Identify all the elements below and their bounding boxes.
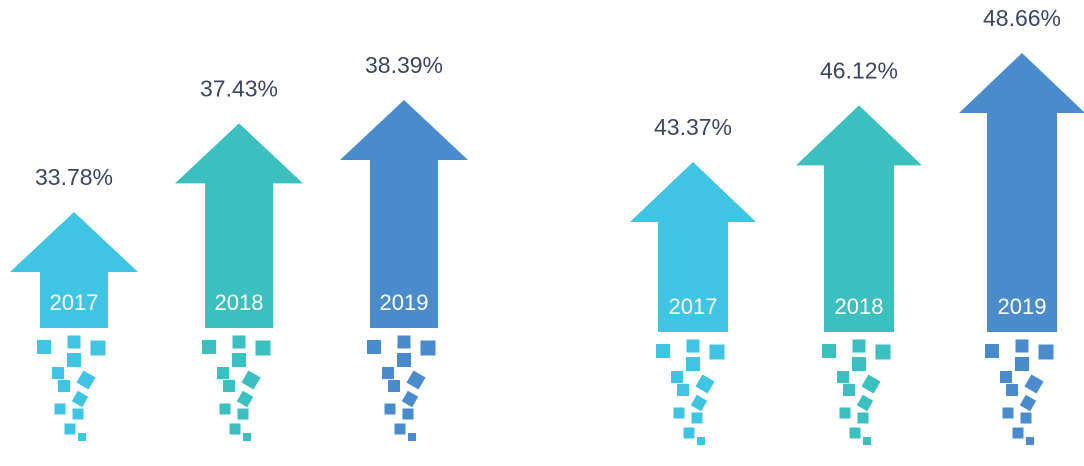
decor-square [54,403,66,415]
decor-square [202,340,216,354]
decor-square [686,339,700,353]
decor-square [388,380,400,392]
decor-square [843,384,855,396]
decor-square [852,339,866,353]
year-label: 2018 [215,290,264,315]
decor-square [78,433,86,441]
decor-square [397,335,411,349]
decor-square [420,340,436,356]
decor-square [397,353,411,367]
decor-square [1026,437,1034,445]
value-label: 38.39% [365,52,443,78]
decor-square [875,344,891,360]
decor-square [861,374,881,394]
decor-square [856,394,874,412]
decor-square [394,423,406,435]
decor-square [822,344,836,358]
decor-square [697,437,705,445]
decor-square [67,335,81,349]
arrow [630,162,756,332]
year-label: 2019 [380,290,429,315]
value-label: 48.66% [983,5,1061,31]
decor-square [863,437,871,445]
decor-square [232,335,246,349]
decor-square [1038,344,1054,360]
decor-square [217,367,229,379]
decor-square [408,433,416,441]
arrow [340,100,468,328]
decor-square [223,380,235,392]
arrow [959,53,1084,332]
decor-square [243,433,251,441]
decor-square [71,390,89,408]
decor-square [72,408,84,420]
year-label: 2018 [835,294,884,319]
decor-square [656,344,670,358]
year-label: 2019 [998,294,1047,319]
decor-square [237,408,249,420]
decor-square [857,412,869,424]
decor-square [90,340,106,356]
decor-square [58,380,70,392]
decor-square [232,353,246,367]
decor-square [1020,412,1032,424]
decor-square [695,374,715,394]
value-label: 46.12% [820,57,898,83]
decor-square [709,344,725,360]
value-label: 37.43% [200,75,278,101]
decor-square [241,370,261,390]
decor-square [837,371,849,383]
decor-square [985,344,999,358]
decor-square [255,340,271,356]
decor-square [406,370,426,390]
decor-square [219,403,231,415]
decor-square [686,357,700,371]
decor-square [37,340,51,354]
decor-square [691,412,703,424]
decor-square [673,407,685,419]
decor-square [1015,339,1029,353]
decor-square [64,423,76,435]
decor-square [839,407,851,419]
decor-square [677,384,689,396]
decor-square [683,427,695,439]
decor-square [852,357,866,371]
decor-square [849,427,861,439]
decor-square [1000,371,1012,383]
decor-square [401,390,419,408]
decor-square [236,390,254,408]
decor-square [367,340,381,354]
decor-square [1006,384,1018,396]
value-label: 33.78% [35,164,113,190]
arrow [175,123,303,328]
decor-square [690,394,708,412]
decor-square [67,353,81,367]
decor-square [1012,427,1024,439]
decor-square [402,408,414,420]
decor-square [52,367,64,379]
decor-square [1019,394,1037,412]
year-label: 2017 [669,294,718,319]
decor-square [382,367,394,379]
decor-square [1024,374,1044,394]
decor-square [1002,407,1014,419]
arrow [10,212,138,328]
year-label: 2017 [50,290,99,315]
decor-square [384,403,396,415]
value-label: 43.37% [654,114,732,140]
decor-square [1015,357,1029,371]
decor-square [76,370,96,390]
arrow [796,105,922,332]
decor-square [229,423,241,435]
decor-square [671,371,683,383]
